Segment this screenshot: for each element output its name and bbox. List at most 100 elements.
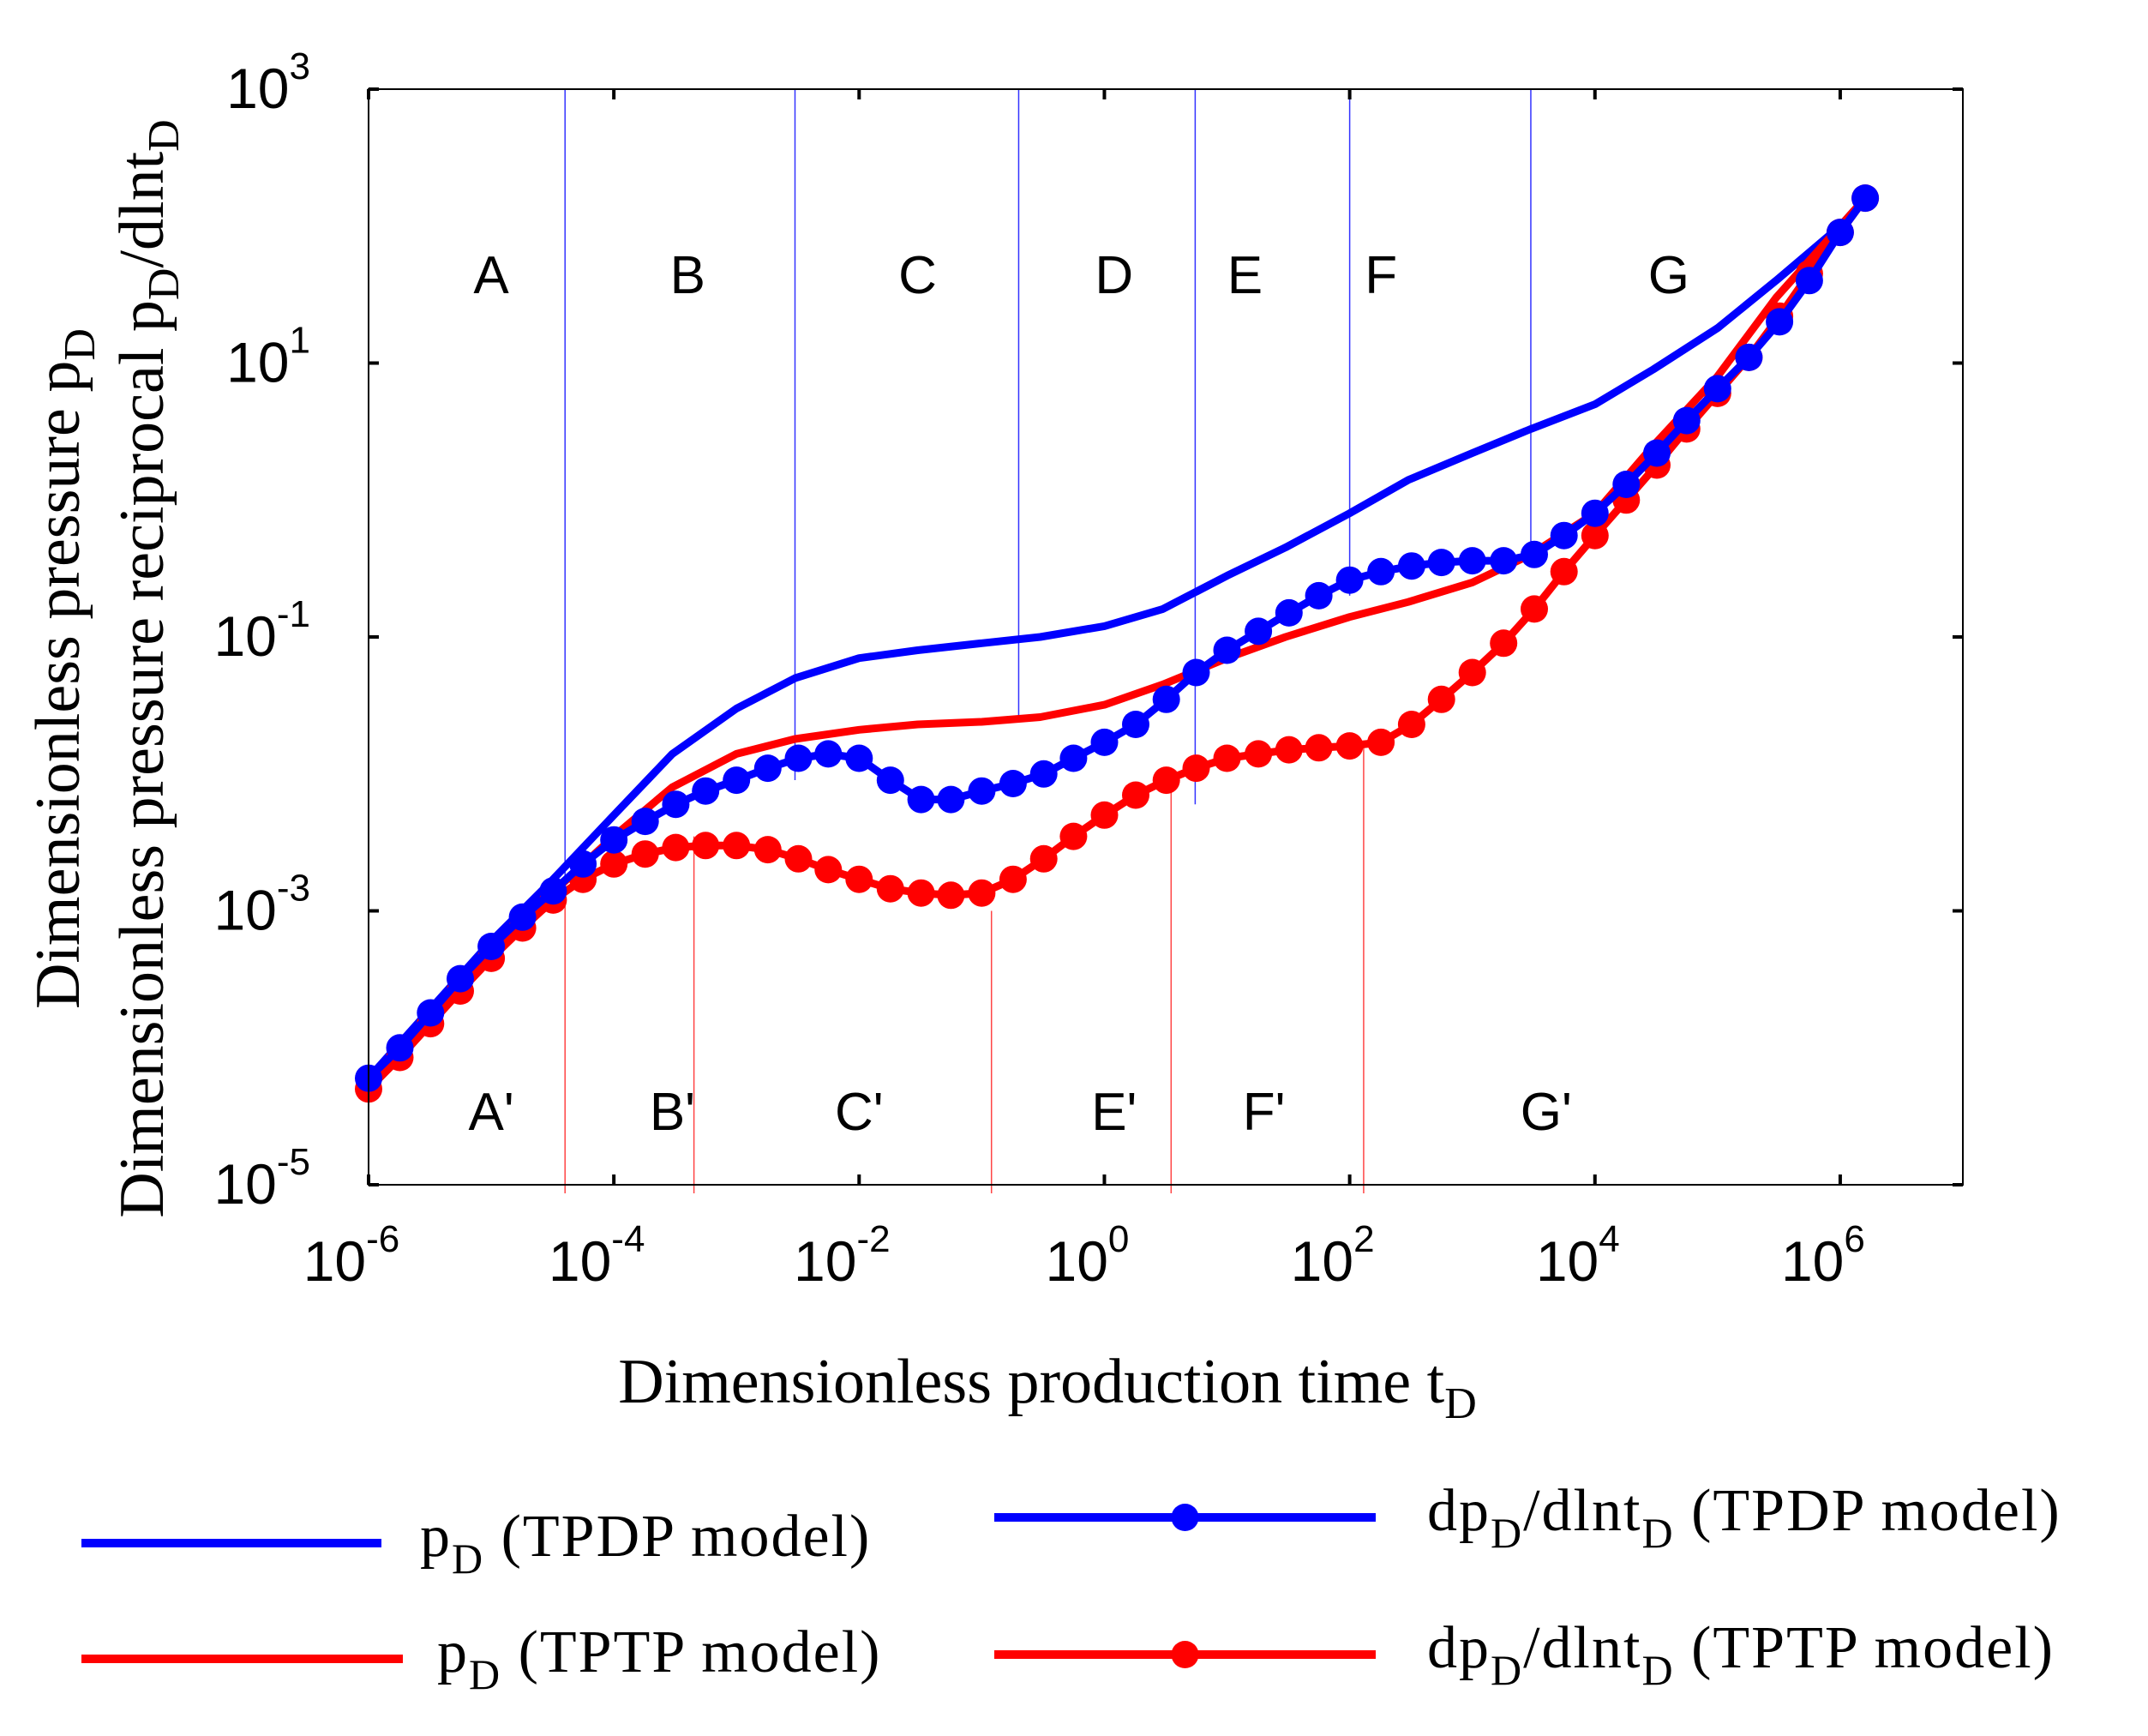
- data-point: [1335, 732, 1364, 760]
- legend-label: pD (TPTP model): [437, 1619, 881, 1698]
- data-point: [723, 832, 751, 860]
- x-axis-title: Dimensionless production time tD: [618, 1347, 1477, 1428]
- data-point: [784, 844, 813, 873]
- x-tick-base: 10: [549, 1229, 611, 1293]
- data-point: [753, 836, 782, 864]
- region-label-top: E: [1227, 246, 1263, 305]
- data-point: [1427, 549, 1455, 577]
- data-point: [1766, 308, 1794, 336]
- y-tick-base: 10: [213, 1152, 276, 1216]
- data-point: [907, 785, 935, 814]
- data-point: [1059, 822, 1088, 850]
- x-tick-exp: -6: [366, 1218, 399, 1260]
- data-point: [1581, 521, 1609, 550]
- data-point: [600, 850, 628, 878]
- legend: pD (TPDP model)pD (TPTP model)dpD/dlntD …: [81, 1478, 2061, 1698]
- plot-area: [355, 89, 1880, 1193]
- legend-label-suffix: (TPDP model): [1675, 1478, 2061, 1544]
- data-point: [662, 833, 690, 862]
- data-point: [1612, 471, 1641, 498]
- region-label-top: B: [670, 246, 705, 305]
- y-tick-label: 10-5: [213, 1141, 310, 1216]
- data-point: [1851, 184, 1880, 213]
- y-axis-title-2-sub: D: [140, 268, 189, 301]
- y-axis-title-2-main: Dimensionless pressure reciprocal p: [107, 300, 177, 1218]
- series-line: [364, 194, 1869, 1083]
- x-tick-exp: 0: [1108, 1218, 1129, 1260]
- axes: [367, 87, 1964, 1186]
- legend-label-mid: /dlnt: [1523, 1615, 1641, 1681]
- x-tick-label: 100: [1046, 1218, 1130, 1293]
- region-label-top: A: [473, 246, 509, 305]
- y-tick-base: 10: [213, 604, 276, 668]
- y-tick-label: 10-1: [213, 593, 310, 668]
- y-tick-exp: -5: [277, 1141, 310, 1183]
- data-point: [845, 744, 873, 772]
- legend-label-main: p: [437, 1619, 469, 1685]
- data-point: [1152, 766, 1180, 795]
- data-point: [1275, 736, 1303, 764]
- y-axis-title-2: Dimensionless pressure reciprocal pD/dln…: [107, 119, 189, 1217]
- data-point: [1490, 547, 1518, 575]
- y-axis-title-1: Dimensionless pressure pD: [23, 328, 105, 1009]
- y-axis-title-1-main: Dimensionless pressure p: [23, 361, 93, 1009]
- data-point: [876, 874, 904, 903]
- y-axis-title-1-sub: D: [56, 328, 105, 361]
- data-point: [814, 856, 843, 884]
- data-point: [999, 770, 1027, 797]
- legend-label-sub: D: [1491, 1509, 1523, 1557]
- x-tick-base: 10: [794, 1229, 856, 1293]
- y-axis-title-2-sub2: D: [140, 119, 189, 152]
- x-tick-base: 10: [1291, 1229, 1353, 1293]
- data-point: [1397, 552, 1425, 580]
- data-point: [1550, 521, 1578, 550]
- legend-label: dpD/dlntD (TPDP model): [1427, 1478, 2061, 1557]
- legend-swatch-marker: [1171, 1641, 1199, 1668]
- x-tick-base: 10: [1046, 1229, 1108, 1293]
- data-point: [417, 999, 445, 1027]
- legend-label-suffix: (TPTP model): [501, 1619, 881, 1685]
- data-point: [1275, 598, 1303, 627]
- legend-label-suffix: (TPTP model): [1675, 1615, 2055, 1681]
- x-axis-title-main: Dimensionless production time t: [618, 1347, 1444, 1417]
- data-point: [692, 777, 720, 805]
- y-tick-base: 10: [226, 57, 289, 120]
- data-point: [1643, 439, 1671, 467]
- x-tick-exp: 6: [1844, 1218, 1864, 1260]
- legend-label: pD (TPDP model): [420, 1504, 871, 1583]
- y-tick-exp: -1: [277, 593, 310, 635]
- x-axis-title-sub: D: [1444, 1379, 1477, 1428]
- data-point: [1090, 801, 1119, 829]
- data-point: [1581, 499, 1609, 527]
- x-tick-exp: 2: [1353, 1218, 1374, 1260]
- x-tick-exp: 4: [1599, 1218, 1619, 1260]
- x-tick-label: 104: [1536, 1218, 1620, 1293]
- y-tick-base: 10: [226, 331, 289, 394]
- y-tick-exp: 3: [290, 45, 310, 87]
- data-point: [1122, 711, 1149, 738]
- legend-label-sub: D: [469, 1650, 501, 1698]
- data-point: [477, 933, 506, 960]
- data-point: [753, 754, 782, 783]
- data-point: [539, 877, 567, 905]
- y-tick-label: 103: [226, 45, 310, 120]
- series-0: [364, 194, 1869, 1083]
- data-point: [1458, 547, 1486, 575]
- data-point: [1182, 754, 1210, 783]
- data-point: [1213, 636, 1241, 664]
- data-point: [1245, 617, 1273, 646]
- legend-label-sub: D: [452, 1535, 484, 1583]
- legend-item-0: pD (TPDP model): [81, 1504, 871, 1583]
- data-point: [1245, 740, 1273, 768]
- data-point: [1427, 685, 1455, 713]
- x-tick-label: 10-2: [794, 1218, 891, 1293]
- legend-item-3: dpD/dlntD (TPTP model): [994, 1615, 2055, 1694]
- data-point: [631, 840, 659, 868]
- data-point: [1490, 629, 1518, 658]
- legend-label: dpD/dlntD (TPTP model): [1427, 1615, 2055, 1694]
- data-point: [1213, 744, 1241, 772]
- data-point: [1305, 581, 1333, 610]
- x-tick-base: 10: [1781, 1229, 1844, 1293]
